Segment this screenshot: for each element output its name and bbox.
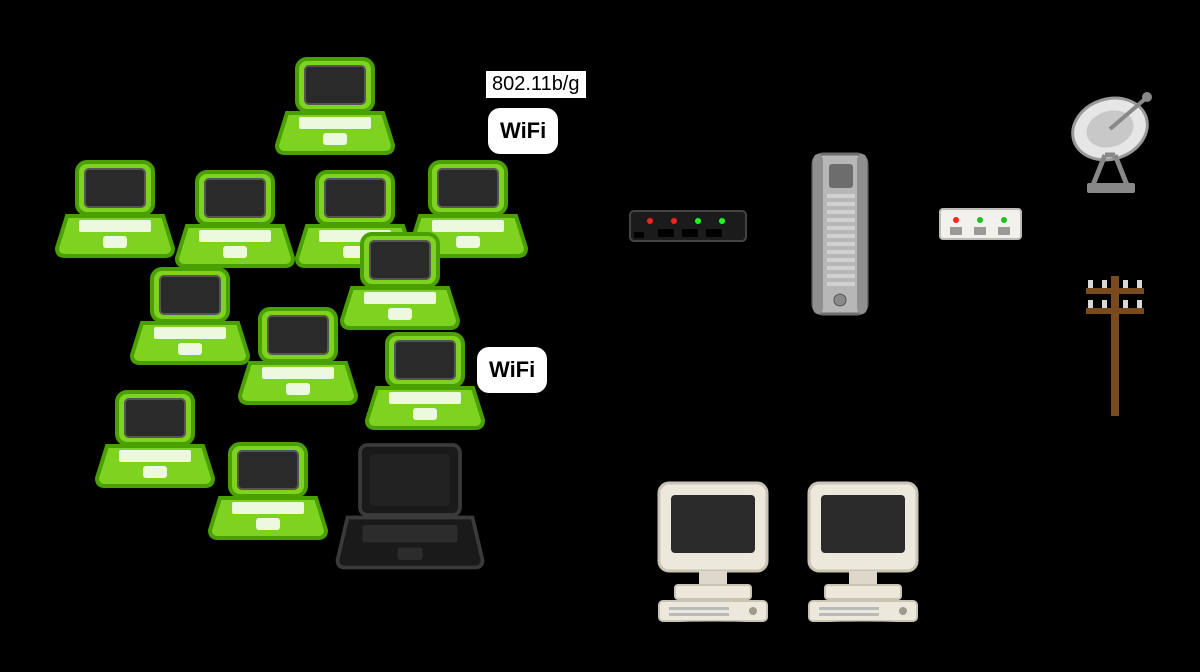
green-laptop-icon bbox=[365, 330, 485, 430]
switch-icon bbox=[938, 205, 1023, 255]
green-laptop-icon bbox=[130, 265, 250, 365]
utility-pole-icon bbox=[1080, 268, 1150, 428]
green-laptop-icon bbox=[238, 305, 358, 405]
green-laptop-icon bbox=[275, 55, 395, 155]
router-icon bbox=[628, 205, 748, 255]
wifi-badge-2: WiFi bbox=[477, 347, 547, 393]
satellite-dish-icon bbox=[1065, 85, 1165, 205]
green-laptop-icon bbox=[340, 230, 460, 330]
desktop-2-icon bbox=[795, 475, 930, 630]
wifi-badge-1: WiFi bbox=[488, 108, 558, 154]
server-tower-icon bbox=[805, 150, 875, 330]
green-laptop-icon bbox=[175, 168, 295, 268]
green-laptop-icon bbox=[95, 388, 215, 488]
black-laptop-icon bbox=[335, 440, 485, 570]
green-laptop-icon bbox=[55, 158, 175, 258]
desktop-1-icon bbox=[645, 475, 780, 630]
wifi-protocol-label: 802.11b/g bbox=[485, 70, 587, 99]
green-laptop-icon bbox=[208, 440, 328, 540]
